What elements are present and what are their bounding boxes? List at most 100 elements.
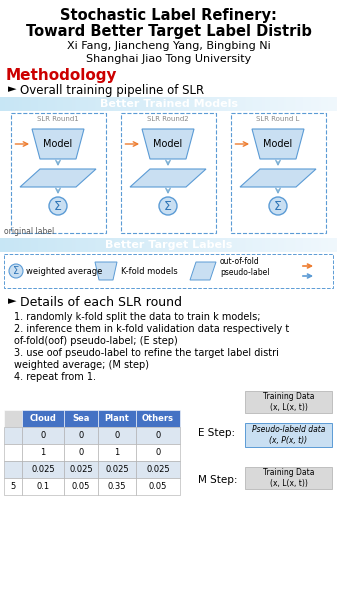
Text: Others: Others: [142, 414, 174, 423]
Bar: [98, 444, 136, 461]
Bar: [89, 238, 90, 252]
Bar: [46, 97, 47, 111]
Bar: [319, 97, 320, 111]
Bar: [269, 238, 270, 252]
Bar: [244, 97, 245, 111]
Bar: [116, 97, 117, 111]
Bar: [152, 97, 153, 111]
Bar: [322, 238, 323, 252]
Bar: [28, 97, 29, 111]
Bar: [319, 238, 320, 252]
Bar: [300, 238, 301, 252]
Bar: [129, 97, 130, 111]
Bar: [145, 97, 146, 111]
Bar: [117, 238, 118, 252]
Bar: [291, 97, 292, 111]
Bar: [237, 238, 238, 252]
Bar: [140, 238, 141, 252]
Bar: [236, 238, 237, 252]
Bar: [139, 97, 140, 111]
Bar: [268, 238, 269, 252]
Bar: [168, 97, 169, 111]
Bar: [21, 238, 22, 252]
Bar: [212, 97, 213, 111]
Bar: [150, 97, 151, 111]
Bar: [22, 427, 64, 444]
Bar: [247, 238, 248, 252]
Bar: [292, 97, 293, 111]
Bar: [96, 238, 97, 252]
Bar: [71, 238, 72, 252]
Polygon shape: [240, 169, 316, 187]
Bar: [120, 97, 121, 111]
Bar: [157, 97, 158, 111]
Bar: [304, 97, 305, 111]
Bar: [285, 97, 286, 111]
Bar: [311, 238, 312, 252]
Bar: [199, 97, 200, 111]
Bar: [149, 238, 150, 252]
Bar: [131, 238, 132, 252]
Bar: [37, 97, 38, 111]
Bar: [280, 97, 281, 111]
Bar: [267, 238, 268, 252]
Bar: [41, 97, 42, 111]
Bar: [287, 97, 288, 111]
Bar: [73, 238, 74, 252]
Bar: [231, 238, 232, 252]
Bar: [215, 97, 216, 111]
Bar: [252, 97, 253, 111]
Text: Better Trained Models: Better Trained Models: [99, 99, 238, 109]
Bar: [56, 238, 57, 252]
Text: Model: Model: [264, 139, 293, 149]
Bar: [165, 238, 166, 252]
Bar: [113, 97, 114, 111]
Bar: [64, 444, 98, 461]
Bar: [162, 238, 163, 252]
Bar: [54, 97, 55, 111]
Bar: [88, 97, 89, 111]
Bar: [216, 238, 217, 252]
Bar: [233, 238, 234, 252]
Text: 1: 1: [40, 448, 45, 457]
Bar: [77, 238, 78, 252]
Bar: [278, 97, 279, 111]
Bar: [3, 97, 4, 111]
Bar: [330, 238, 331, 252]
Bar: [161, 97, 162, 111]
Bar: [107, 238, 108, 252]
Bar: [147, 97, 148, 111]
Bar: [145, 238, 146, 252]
Bar: [197, 97, 198, 111]
Bar: [300, 97, 301, 111]
Bar: [180, 238, 181, 252]
Bar: [320, 238, 321, 252]
Bar: [30, 238, 31, 252]
Bar: [214, 97, 215, 111]
Bar: [162, 97, 163, 111]
Bar: [171, 97, 172, 111]
Bar: [293, 97, 294, 111]
Bar: [53, 97, 54, 111]
Bar: [25, 238, 26, 252]
Bar: [250, 97, 251, 111]
Bar: [60, 238, 61, 252]
Bar: [71, 97, 72, 111]
Text: SLR Round2: SLR Round2: [147, 116, 189, 122]
Text: 0.05: 0.05: [149, 482, 167, 491]
Bar: [121, 97, 122, 111]
Polygon shape: [20, 169, 96, 187]
Bar: [109, 238, 110, 252]
Bar: [196, 238, 197, 252]
Bar: [231, 97, 232, 111]
Bar: [174, 97, 175, 111]
Text: 0.025: 0.025: [105, 465, 129, 474]
Bar: [226, 97, 227, 111]
Bar: [302, 238, 303, 252]
Bar: [288, 97, 289, 111]
Bar: [79, 238, 80, 252]
Bar: [39, 97, 40, 111]
Bar: [99, 97, 100, 111]
Bar: [315, 238, 316, 252]
Bar: [321, 97, 322, 111]
